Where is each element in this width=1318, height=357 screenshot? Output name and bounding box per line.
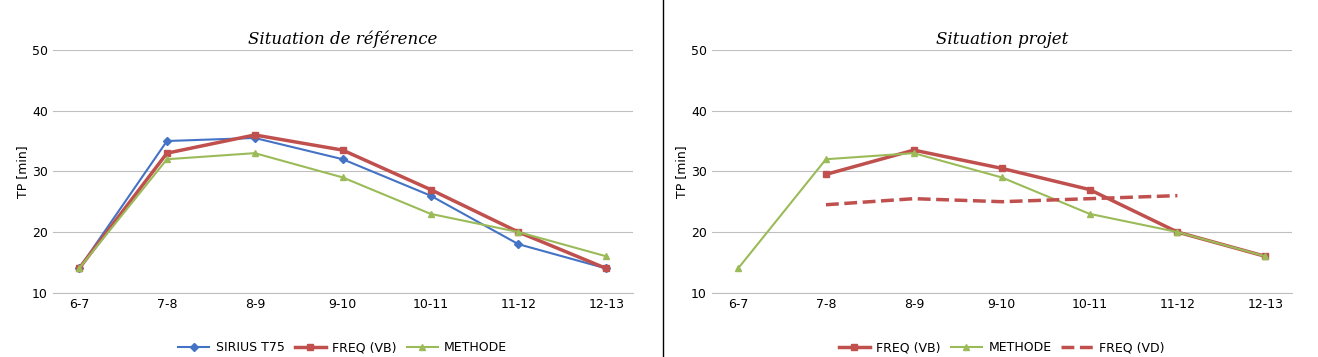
Legend: SIRIUS T75, FREQ (VB), METHODE: SIRIUS T75, FREQ (VB), METHODE	[173, 336, 513, 357]
Y-axis label: TP [min]: TP [min]	[675, 145, 688, 198]
Title: Situation projet: Situation projet	[936, 31, 1068, 49]
Title: Situation de référence: Situation de référence	[248, 31, 438, 49]
Legend: FREQ (VB), METHODE, FREQ (VD): FREQ (VB), METHODE, FREQ (VD)	[834, 336, 1169, 357]
Y-axis label: TP [min]: TP [min]	[16, 145, 29, 198]
